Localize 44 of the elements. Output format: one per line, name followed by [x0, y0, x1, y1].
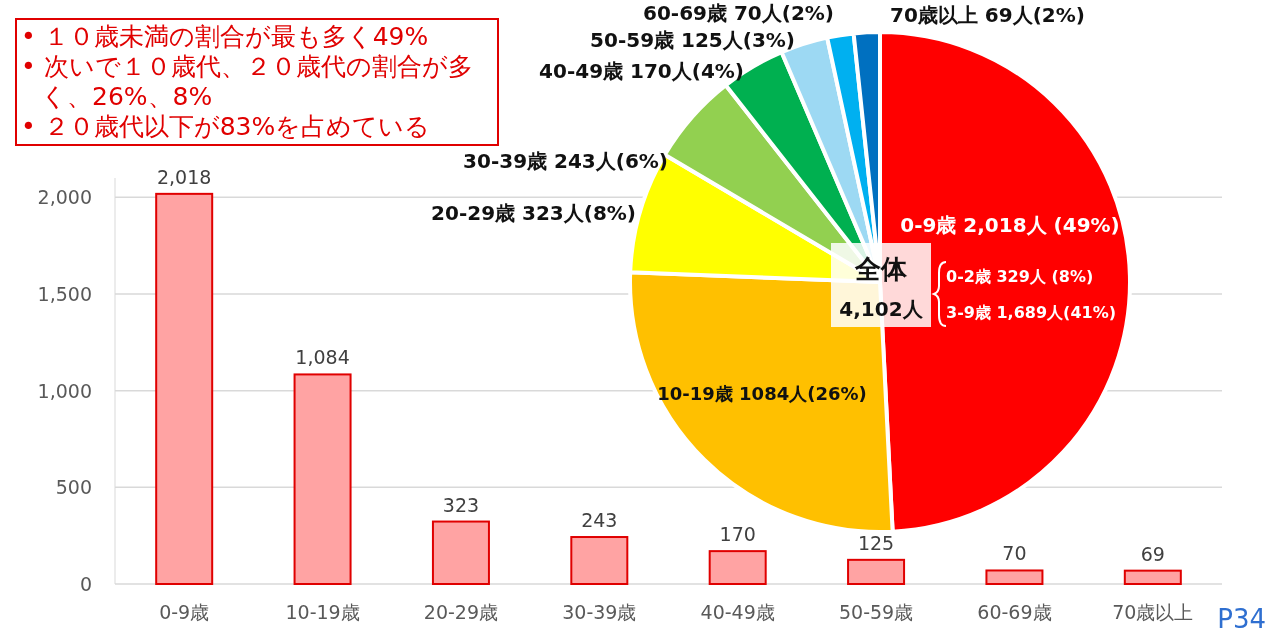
- y-tick-label: 0: [79, 573, 92, 595]
- data-label: 243: [581, 509, 618, 532]
- data-label: 125: [857, 531, 895, 554]
- data-label: 69: [1140, 542, 1165, 565]
- slice-label: 20-29歳 323人(8%): [431, 201, 636, 225]
- x-tick-label: 40-49歳: [700, 601, 775, 623]
- data-label: 70: [1002, 542, 1027, 565]
- text: • １０歳未満の割合が最も多く49%: [21, 22, 430, 52]
- slice-label: 60-69歳 70人(2%): [643, 1, 834, 25]
- data-label: 323: [442, 493, 480, 516]
- x-tick-label: 50-59歳: [838, 601, 914, 623]
- y-tick-label: 1,500: [37, 283, 92, 305]
- annotation: 4,102人: [839, 297, 924, 321]
- data-label: 2,018: [156, 165, 212, 188]
- slice-label: 40-49歳 170人(4%): [539, 59, 744, 83]
- data-label: 1,084: [295, 346, 350, 369]
- slice-label: 50-59歳 125人(3%): [590, 28, 795, 52]
- bar: [570, 536, 629, 585]
- y-tick-label: 500: [55, 476, 92, 499]
- x-tick-label: 20-29歳: [423, 601, 499, 623]
- x-tick-label: 70歳以上: [1112, 601, 1194, 623]
- bar: [1123, 569, 1182, 585]
- slice-label: 10-19歳 1084人(26%): [657, 383, 867, 404]
- annotation: 0-2歳 329人 (8%): [946, 267, 1094, 286]
- bar: [155, 192, 214, 585]
- annotation: 3-9歳 1,689人(41%): [946, 303, 1117, 322]
- text: • ２０歳代以下が83%を占めている: [21, 112, 432, 142]
- y-tick-label: 2,000: [37, 186, 92, 209]
- bar: [708, 550, 767, 585]
- y-tick-label: 1,000: [37, 379, 92, 402]
- data-label: 170: [719, 523, 756, 546]
- bar: [985, 569, 1044, 585]
- text: P34: [1217, 604, 1266, 633]
- x-tick-label: 30-39歳: [562, 601, 637, 623]
- text: • 次いで１０歳代、２０歳代の割合が多く、26%、8%: [21, 52, 474, 112]
- bar: [847, 558, 906, 585]
- x-tick-label: 10-19歳: [285, 601, 360, 623]
- slice-label: 70歳以上 69人(2%): [890, 3, 1085, 27]
- bar: [293, 373, 352, 585]
- x-tick-label: 0-9歳: [159, 601, 210, 623]
- x-tick-label: 60-69歳: [977, 601, 1052, 623]
- annotation: 全体: [854, 254, 908, 284]
- bar: [431, 520, 490, 585]
- slice-label: 0-9歳 2,018人 (49%): [900, 213, 1120, 237]
